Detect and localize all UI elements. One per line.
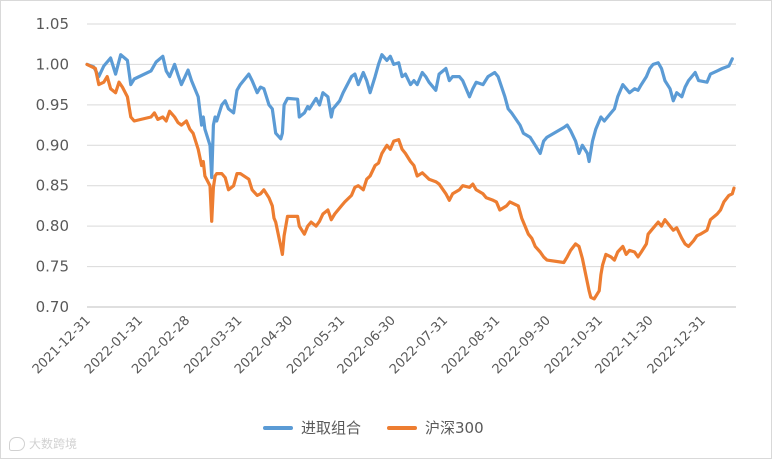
watermark: 大数跨境	[9, 435, 77, 452]
y-tick-label: 0.85	[36, 177, 69, 195]
y-tick-label: 0.80	[36, 217, 69, 235]
y-tick-label: 0.70	[36, 298, 69, 316]
chart-legend: 进取组合 沪深300	[263, 417, 484, 438]
legend-swatch-series-2	[387, 425, 418, 430]
legend-label-series-1: 进取组合	[301, 419, 362, 437]
line-chart: 0.70 0.75 0.80 0.85 0.90 0.95 1.00 1.05 2021-12…	[30, 15, 736, 377]
y-tick-label: 0.95	[36, 96, 69, 114]
series-line-2	[85, 62, 736, 301]
y-tick-label: 0.90	[36, 136, 69, 154]
y-axis-ticks: 0.70 0.75 0.80 0.85 0.90 0.95 1.00 1.05	[36, 15, 69, 316]
legend-swatch-series-1	[263, 425, 293, 430]
legend-label-series-2: 沪深300	[425, 419, 484, 437]
gridlines	[87, 23, 736, 308]
y-tick-label: 1.00	[36, 55, 69, 73]
y-tick-label: 1.05	[36, 15, 69, 33]
series-lines	[85, 53, 736, 301]
y-tick-label: 0.75	[36, 258, 69, 276]
series-line-1	[85, 53, 734, 180]
legend-item-series-1: 进取组合	[263, 417, 361, 438]
x-axis-ticks: 2021-12-312022-01-312022-02-282022-03-31…	[30, 313, 709, 377]
watermark-text: 大数跨境	[29, 437, 78, 451]
cloud-logo-icon	[9, 436, 25, 451]
legend-item-series-2: 沪深300	[387, 417, 484, 438]
